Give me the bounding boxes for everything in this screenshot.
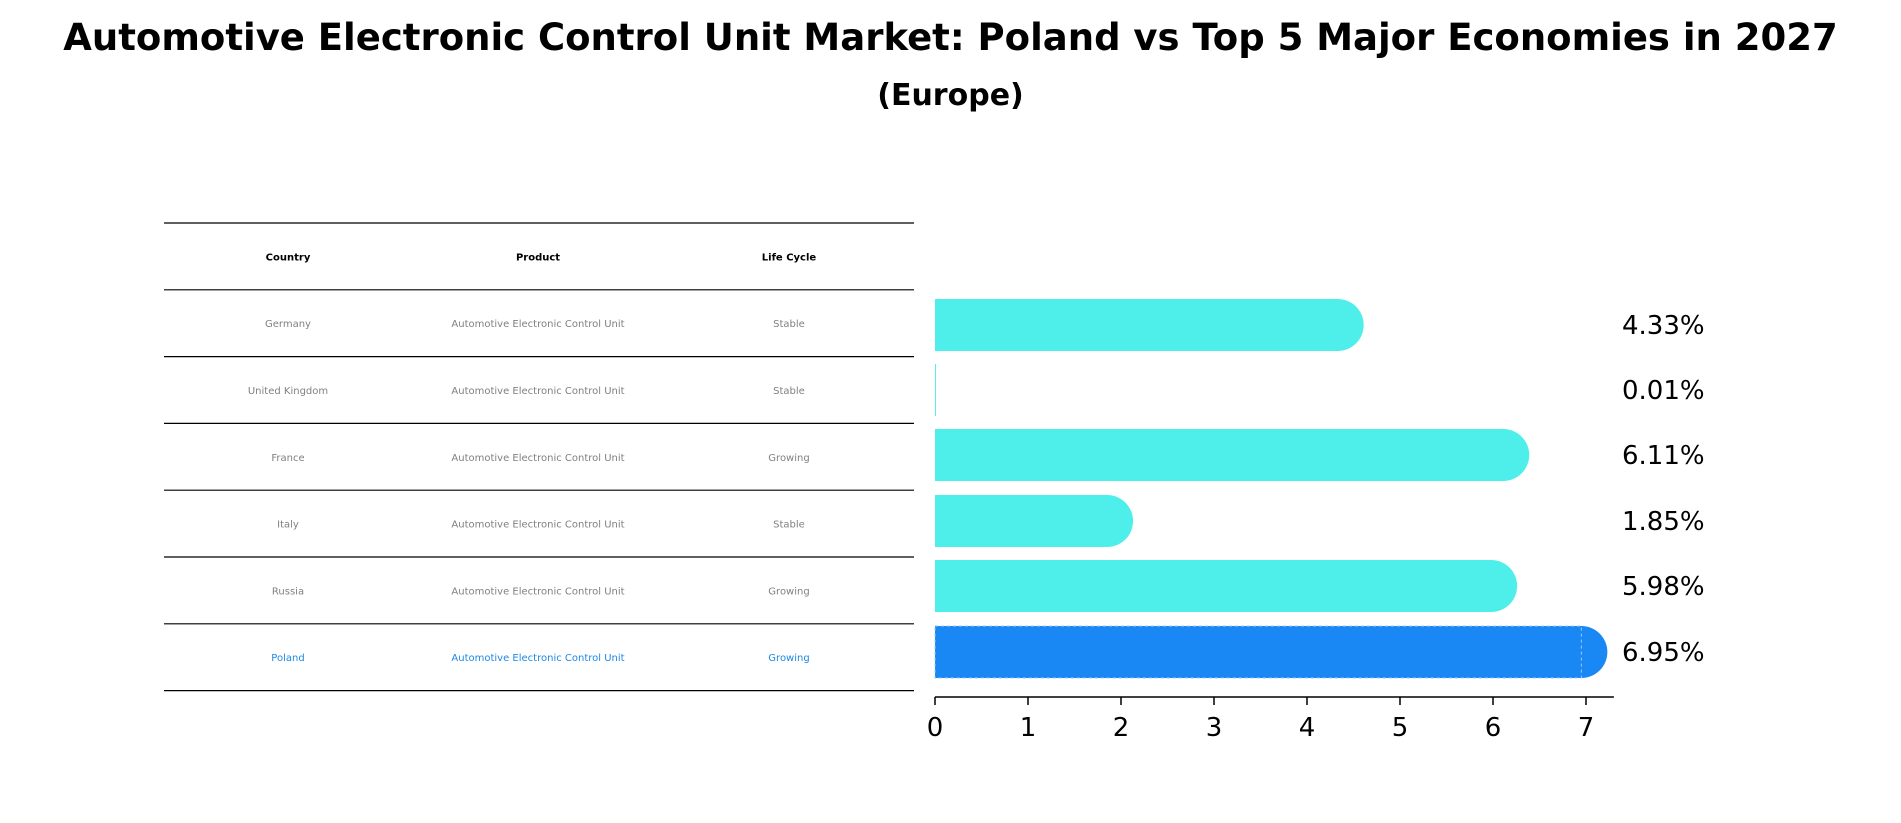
x-tick-label: 3 bbox=[1206, 713, 1223, 743]
bar-body bbox=[935, 364, 936, 416]
table-cell: Stable bbox=[773, 319, 805, 330]
bar-cap bbox=[1477, 429, 1530, 481]
bar-france bbox=[935, 429, 1530, 481]
bar-cap bbox=[1465, 560, 1518, 612]
bar-body bbox=[935, 299, 1338, 351]
bar-body bbox=[935, 429, 1504, 481]
value-label: 4.33% bbox=[1622, 311, 1705, 341]
bar-italy bbox=[935, 495, 1134, 547]
chart-subtitle: (Europe) bbox=[877, 78, 1024, 113]
table-cell: Growing bbox=[768, 453, 809, 464]
x-tick-label: 5 bbox=[1392, 713, 1409, 743]
table-header-cell: Country bbox=[266, 252, 311, 263]
table-cell: United Kingdom bbox=[248, 386, 328, 397]
x-tick-label: 4 bbox=[1299, 713, 1316, 743]
table-header-cell: Life Cycle bbox=[762, 252, 817, 263]
bar-russia bbox=[935, 560, 1518, 612]
table-cell: Poland bbox=[271, 653, 304, 664]
table-cell: Russia bbox=[272, 586, 304, 597]
table-cell: Growing bbox=[768, 586, 809, 597]
x-tick-label: 7 bbox=[1578, 713, 1595, 743]
x-tick-label: 0 bbox=[927, 713, 944, 743]
table-cell: Automotive Electronic Control Unit bbox=[451, 453, 624, 464]
x-tick-label: 2 bbox=[1113, 713, 1130, 743]
table-cell: Germany bbox=[265, 319, 311, 330]
value-label: 0.01% bbox=[1622, 376, 1705, 406]
table-cell: Stable bbox=[773, 386, 805, 397]
bar-body bbox=[935, 495, 1108, 547]
table-cell: Italy bbox=[277, 520, 299, 531]
bar-cap bbox=[1311, 299, 1364, 351]
chart-title: Automotive Electronic Control Unit Marke… bbox=[63, 16, 1838, 59]
table-header-cell: Product bbox=[516, 252, 560, 263]
bar-united-kingdom bbox=[935, 364, 936, 416]
value-label: 5.98% bbox=[1622, 572, 1705, 602]
table-cell: Automotive Electronic Control Unit bbox=[451, 520, 624, 531]
table-cell: Automotive Electronic Control Unit bbox=[451, 653, 624, 664]
x-tick-label: 6 bbox=[1485, 713, 1502, 743]
bar-poland bbox=[934, 625, 1608, 679]
x-tick-label: 1 bbox=[1020, 713, 1037, 743]
table-cell: Automotive Electronic Control Unit bbox=[451, 386, 624, 397]
bar-germany bbox=[935, 299, 1364, 351]
table-cell: France bbox=[271, 453, 304, 464]
value-label: 6.95% bbox=[1622, 638, 1705, 668]
value-label: 6.11% bbox=[1622, 441, 1705, 471]
value-label: 1.85% bbox=[1622, 507, 1705, 537]
bar-highlight-outline bbox=[934, 625, 1582, 679]
table-cell: Stable bbox=[773, 520, 805, 531]
table-cell: Automotive Electronic Control Unit bbox=[451, 319, 624, 330]
table-cell: Growing bbox=[768, 653, 809, 664]
table-cell: Automotive Electronic Control Unit bbox=[451, 586, 624, 597]
bar-body bbox=[935, 626, 1582, 678]
bar-body bbox=[935, 560, 1492, 612]
bar-cap bbox=[1081, 495, 1134, 547]
